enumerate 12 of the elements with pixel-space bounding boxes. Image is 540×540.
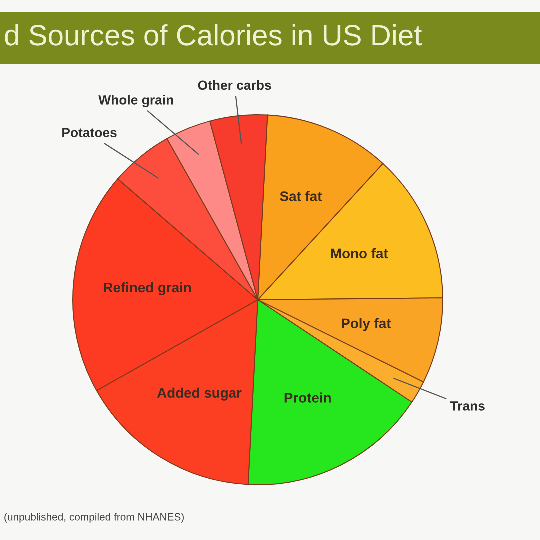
slice-label: Poly fat [342, 318, 392, 332]
slice-label: Trans [450, 402, 485, 411]
slice-label: Refined grain [104, 282, 192, 296]
slice-label: Sat fat [280, 191, 322, 202]
slice-label: Other carbs [198, 80, 272, 90]
slice-label: Protein [284, 392, 331, 403]
slice-label: Whole grain [98, 95, 174, 108]
slice-label: Mono fat [331, 248, 388, 259]
slice-label: Potatoes [62, 128, 117, 138]
chart-title: d Sources of Calories in US Diet [5, 24, 422, 46]
text: (unpublished, compiled from NHANES) [4, 513, 184, 523]
slice-label: Added sugar [157, 388, 242, 401]
